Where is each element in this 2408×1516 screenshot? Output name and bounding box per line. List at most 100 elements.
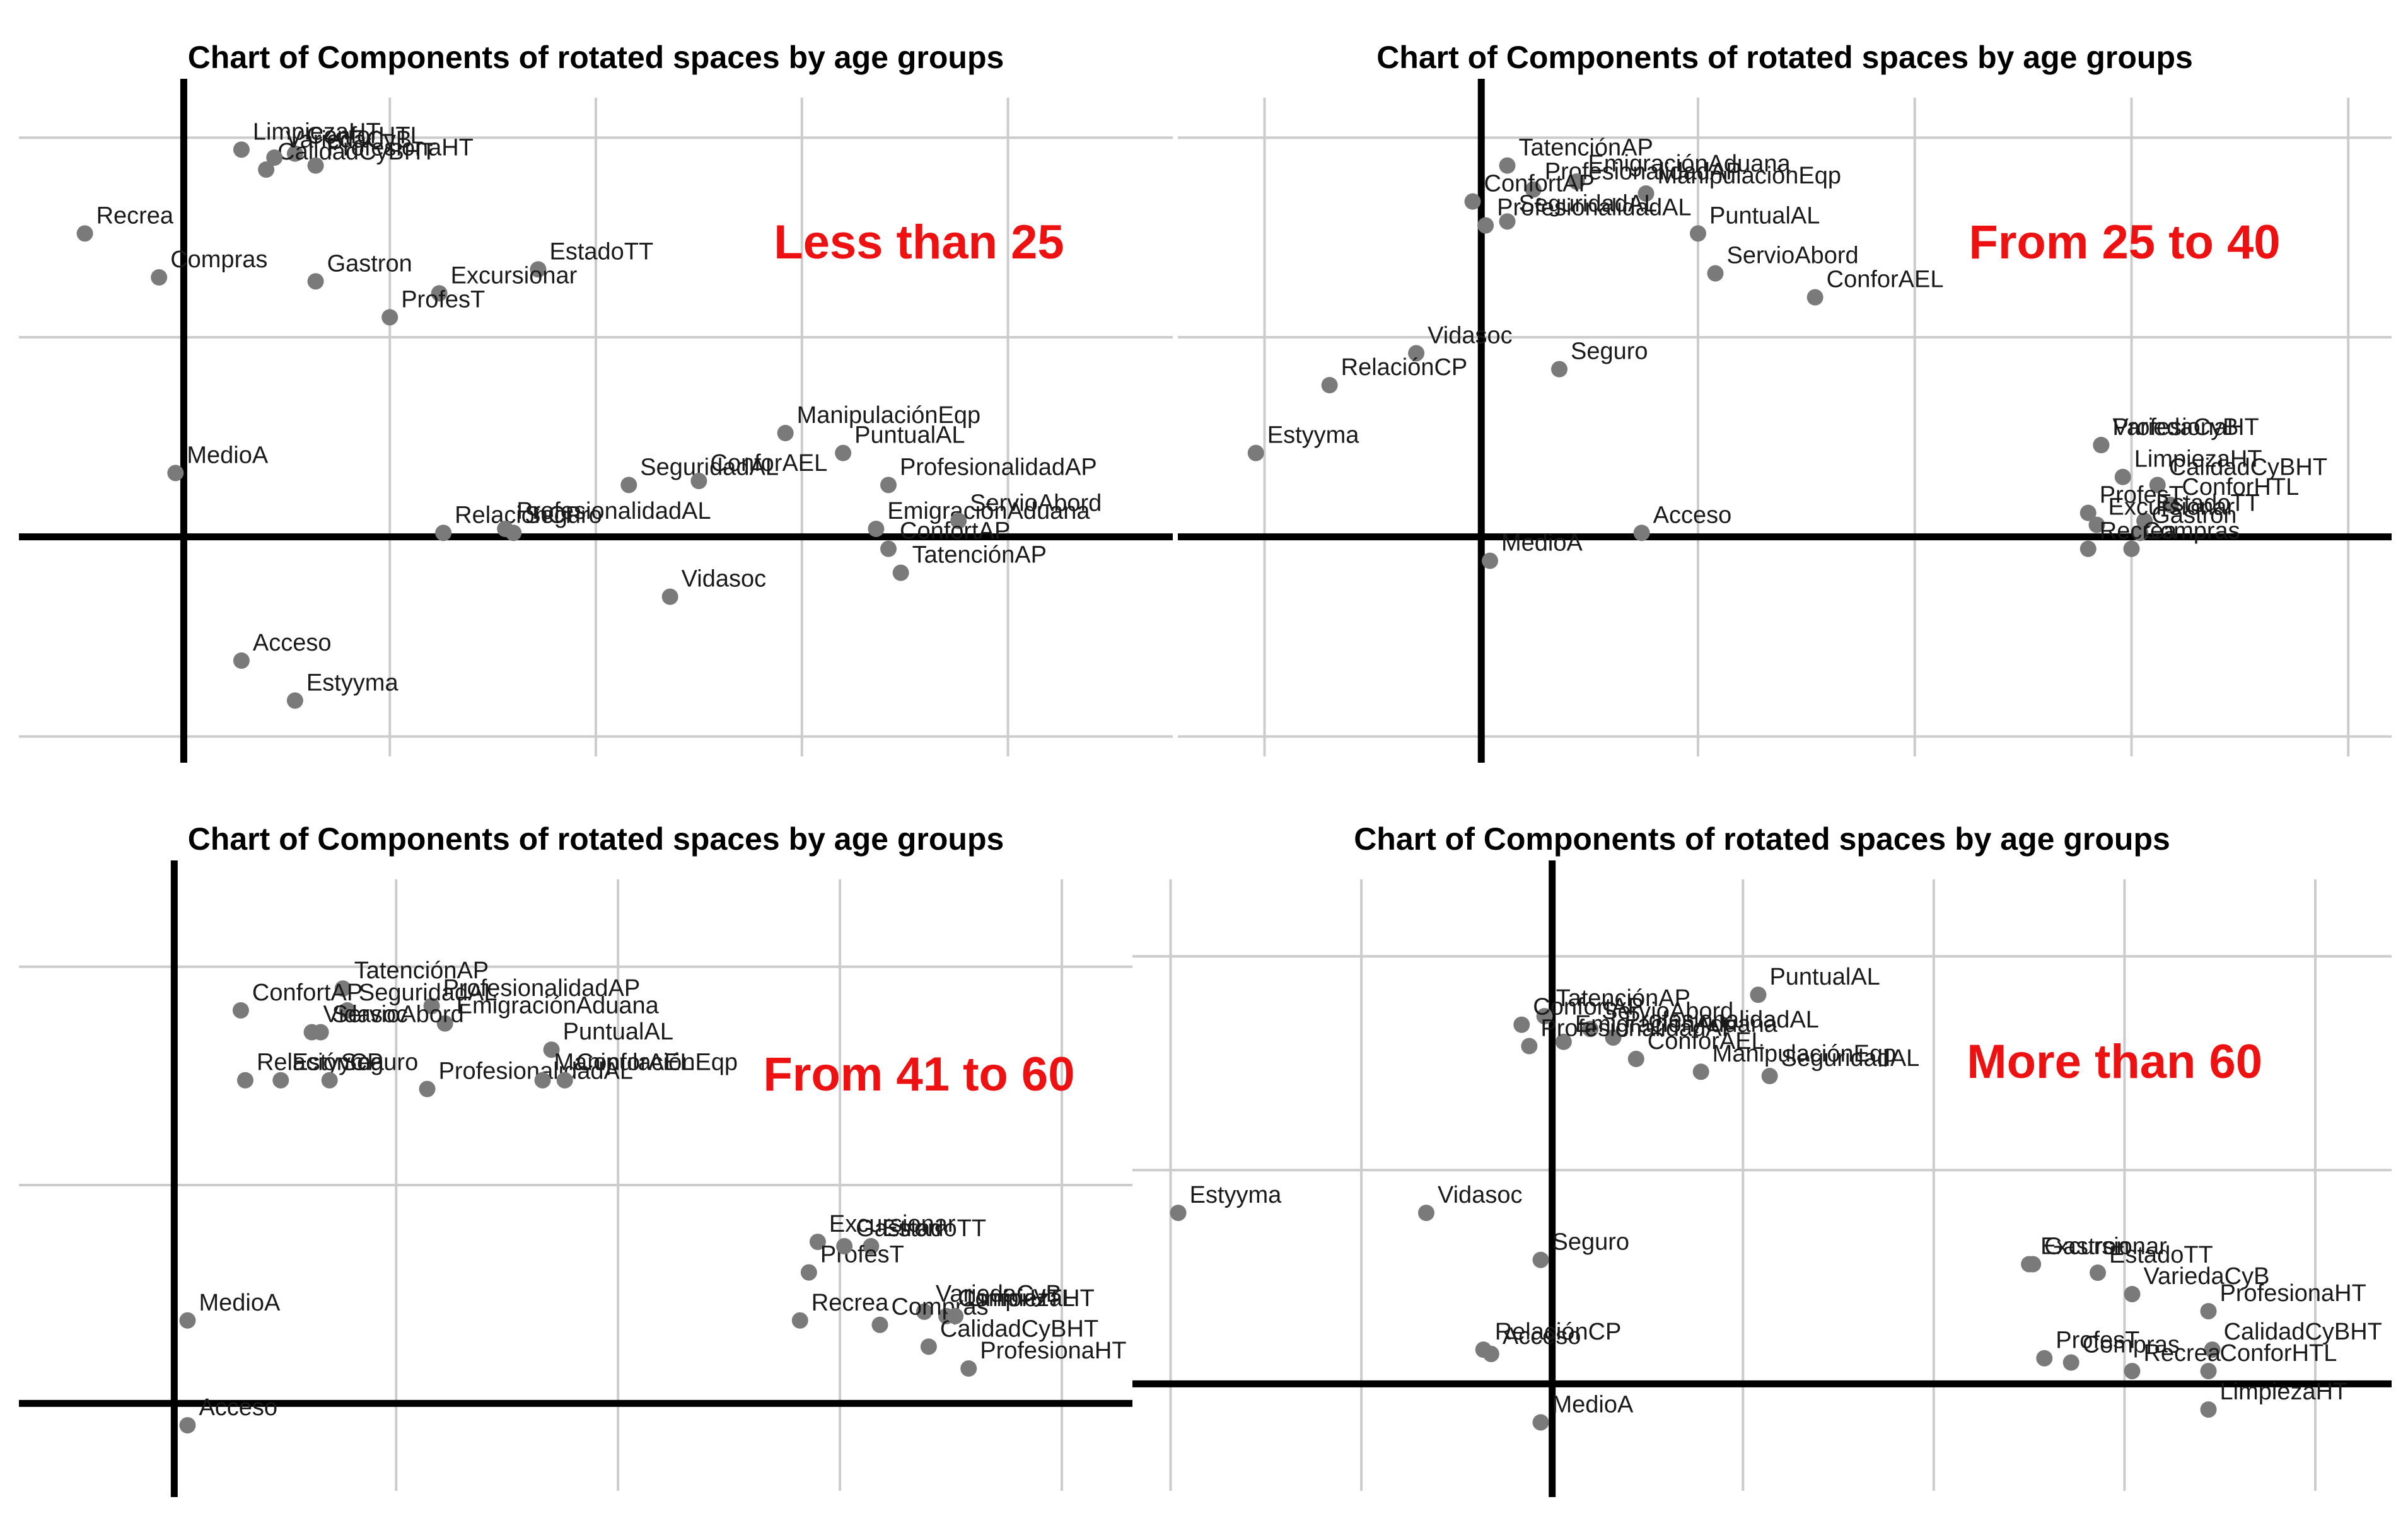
point-label: Vidasoc: [1438, 1182, 1523, 1208]
data-point: [2021, 1256, 2038, 1273]
point-label: SeguridadAL: [1519, 190, 1658, 217]
data-point: [179, 1312, 196, 1329]
point-label: ConfortAP: [900, 518, 1010, 545]
point-label: ConforHTL: [958, 1285, 1075, 1312]
point-label: ProfesionaHT: [2112, 414, 2259, 441]
point-label: ManipulaciónEqp: [1658, 163, 1842, 189]
data-point: [950, 512, 967, 529]
point-label: Excursionar: [451, 262, 578, 289]
point-label: ProfesionalidadAP: [443, 975, 641, 1002]
data-point: [1464, 193, 1481, 210]
chart-panel-more-than-60: Chart of Components of rotated spaces by…: [1132, 813, 2392, 1497]
point-label: ProfesT: [2100, 482, 2184, 509]
point-label: TatenciónAP: [1519, 135, 1653, 161]
point-label: CalidadCyBHT: [2224, 1319, 2382, 1345]
point-label: ProfesionalidadAL: [516, 498, 711, 524]
scatter-chart: Chart of Components of rotated spaces by…: [1132, 821, 2392, 1497]
chart-panel-from-25-to-40: Chart of Components of rotated spaces by…: [1178, 32, 2392, 763]
point-label: Seguro: [525, 502, 602, 528]
point-label: ProfesionalidadAL: [1624, 1007, 1818, 1033]
point-label: ProfesT: [2056, 1328, 2139, 1354]
point-label: EstadoTT: [2109, 1242, 2213, 1268]
data-point: [800, 1264, 817, 1281]
data-point: [2124, 1285, 2141, 1302]
point-label: SeguridadAL: [359, 980, 497, 1006]
point-label: ProfesT: [820, 1242, 904, 1268]
point-label: Estyyma: [1190, 1182, 1283, 1208]
data-point: [307, 273, 324, 290]
point-label: TatenciónAP: [1556, 985, 1690, 1012]
point-label: Vidasoc: [682, 566, 767, 593]
point-label: Excursionar: [2040, 1233, 2167, 1259]
point-label: EmigraciónAduana: [1575, 1011, 1778, 1038]
data-point: [1513, 1016, 1530, 1033]
point-label: Acceso: [1653, 502, 1732, 528]
point-label: Estyyma: [292, 1050, 385, 1076]
data-point: [435, 524, 452, 541]
point-label: Estyyma: [306, 669, 399, 696]
point-label: MedioA: [187, 442, 268, 468]
data-point: [2123, 540, 2140, 557]
data-point: [2162, 497, 2179, 513]
data-point: [836, 1238, 853, 1254]
point-label: Recrea: [811, 1290, 889, 1316]
data-point: [334, 980, 351, 997]
data-point: [690, 473, 707, 489]
point-label: ConfortAP: [1533, 994, 1643, 1021]
data-point: [1605, 1029, 1622, 1046]
chart-title: Chart of Components of rotated spaces by…: [188, 821, 1004, 857]
data-point: [835, 444, 852, 461]
data-point: [266, 149, 283, 166]
data-point: [1690, 225, 1706, 242]
data-point: [1417, 1205, 1434, 1222]
point-label: PuntualAL: [854, 422, 965, 449]
data-point: [880, 477, 897, 494]
point-label: Compras: [170, 246, 267, 273]
point-label: ServioAbord: [1727, 243, 1859, 269]
data-point: [1321, 377, 1338, 393]
data-point: [809, 1234, 826, 1251]
data-point: [1633, 524, 1650, 541]
data-point: [920, 1338, 937, 1355]
chart-title: Chart of Components of rotated spaces by…: [1376, 40, 2193, 75]
data-point: [1627, 1050, 1644, 1067]
point-label: Vidasoc: [323, 1002, 409, 1028]
point-label: ProfesionalidadAP: [900, 454, 1097, 480]
data-point: [2200, 1303, 2217, 1320]
data-point: [1707, 265, 1724, 282]
chart-title: Chart of Components of rotated spaces by…: [188, 40, 1004, 75]
data-point: [1761, 1068, 1778, 1085]
data-point: [1499, 213, 1516, 230]
data-point: [381, 309, 398, 326]
data-point: [556, 1072, 573, 1089]
point-label: PuntualAL: [563, 1019, 673, 1045]
data-point: [286, 145, 303, 162]
point-label: ProfesionalidadAL: [1497, 195, 1691, 221]
point-label: Compras: [891, 1294, 988, 1321]
age-group-label: From 41 to 60: [763, 1048, 1074, 1101]
point-label: Gastron: [2151, 502, 2236, 528]
point-label: ConforAEL: [710, 450, 827, 477]
scatter-chart: Chart of Components of rotated spaces by…: [19, 821, 1173, 1497]
data-point: [419, 1080, 436, 1097]
data-point: [321, 1072, 338, 1089]
data-point: [167, 465, 184, 482]
data-point: [1525, 181, 1542, 198]
data-point: [2124, 1363, 2141, 1380]
data-point: [1532, 1251, 1549, 1268]
age-group-label: More than 60: [1967, 1035, 2262, 1089]
data-point: [423, 997, 440, 1014]
point-label: EstadoTT: [550, 238, 654, 265]
point-label: RelaciónCP: [455, 502, 581, 528]
scatter-chart: Chart of Components of rotated spaces by…: [19, 40, 1173, 763]
data-point: [947, 1307, 964, 1324]
point-label: ProfesionalidadAP: [1540, 1015, 1738, 1042]
data-point: [1521, 1038, 1538, 1055]
data-point: [916, 1303, 933, 1320]
data-point: [1551, 361, 1568, 378]
data-point: [339, 1002, 356, 1019]
data-point: [233, 141, 250, 158]
point-label: Seguro: [1552, 1229, 1630, 1256]
data-point: [960, 1360, 977, 1377]
point-label: RelaciónCP: [1495, 1319, 1622, 1345]
